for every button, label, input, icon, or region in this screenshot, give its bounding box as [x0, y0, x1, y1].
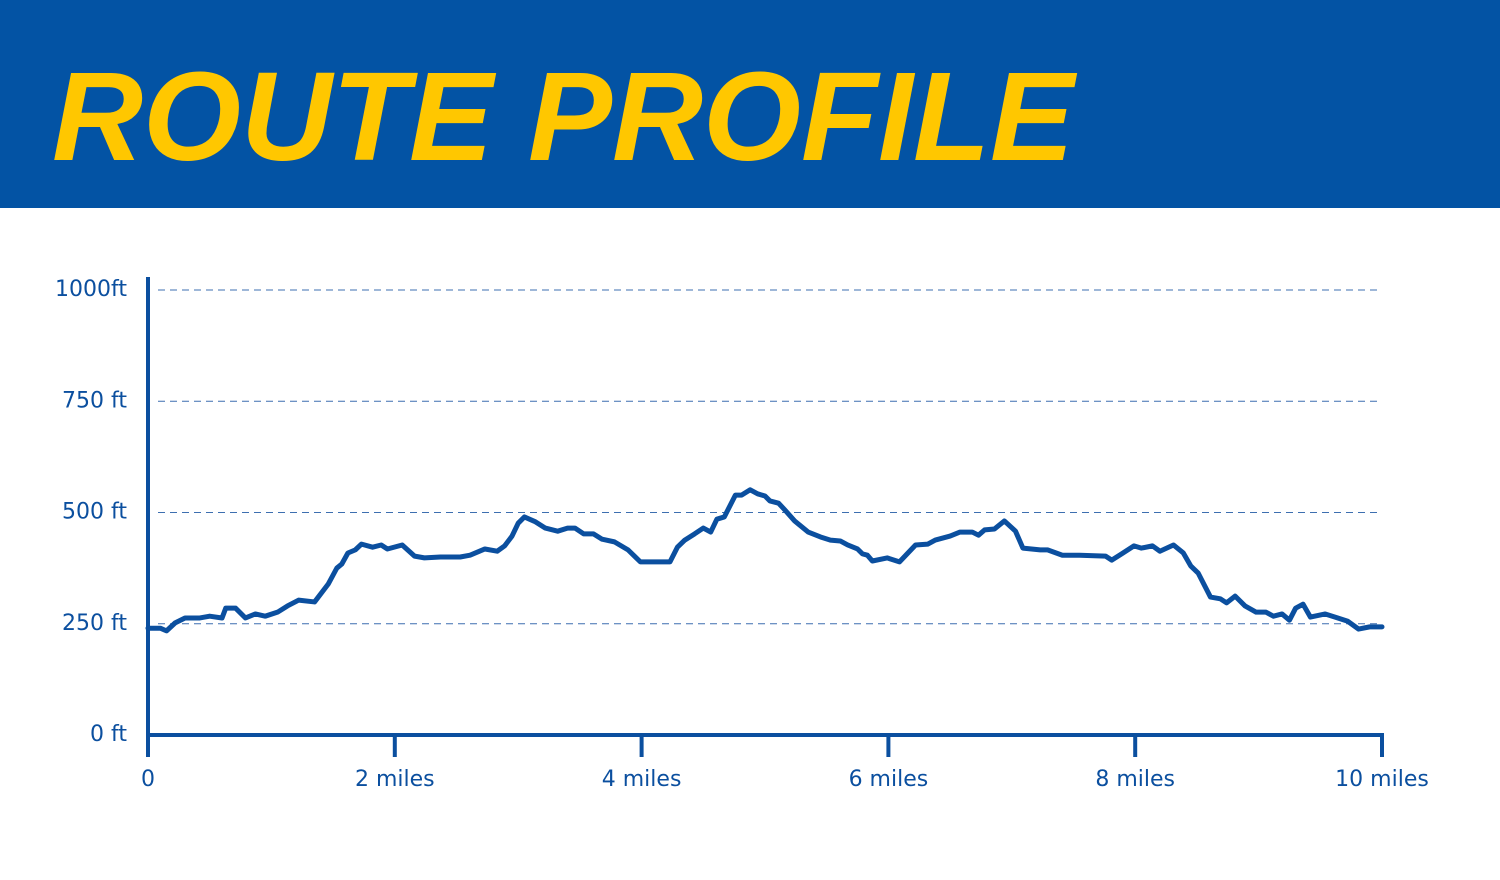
x-tick-label: 2 miles [355, 767, 435, 792]
y-tick-label: 750 ft [62, 388, 127, 413]
x-tick-label: 6 miles [849, 767, 929, 792]
x-tick-label: 8 miles [1095, 767, 1175, 792]
x-tick-label: 0 [141, 767, 155, 792]
y-tick-label: 1000ft [55, 277, 127, 302]
y-tick-label: 500 ft [62, 500, 127, 525]
header-band [0, 0, 1500, 208]
x-tick-label: 10 miles [1335, 767, 1429, 792]
y-tick-label: 0 ft [90, 722, 127, 747]
chart-title: ROUTE PROFILE [52, 46, 1078, 187]
elevation-line [145, 487, 1385, 634]
x-tick-label: 4 miles [602, 767, 682, 792]
y-tick-label: 250 ft [62, 611, 127, 636]
